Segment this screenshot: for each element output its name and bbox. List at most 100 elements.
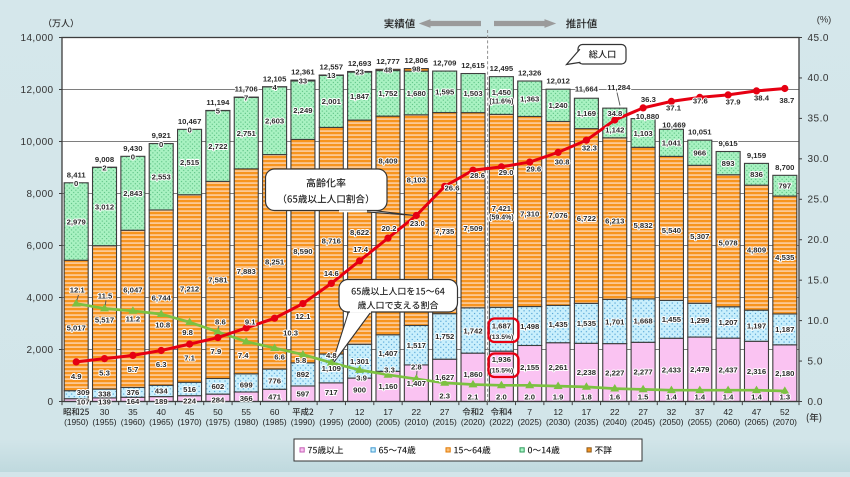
svg-text:776: 776 bbox=[268, 377, 281, 386]
svg-text:7,076: 7,076 bbox=[548, 211, 567, 220]
svg-text:1,535: 1,535 bbox=[577, 319, 597, 328]
svg-text:30.8: 30.8 bbox=[555, 157, 571, 166]
svg-text:(1975): (1975) bbox=[206, 417, 230, 427]
svg-text:2,603: 2,603 bbox=[265, 117, 284, 126]
svg-text:1,301: 1,301 bbox=[350, 357, 370, 366]
svg-text:1.9: 1.9 bbox=[553, 392, 564, 401]
svg-text:1,680: 1,680 bbox=[407, 89, 426, 98]
svg-text:5.8: 5.8 bbox=[296, 356, 307, 365]
svg-text:12,012: 12,012 bbox=[546, 77, 570, 86]
svg-text:(2025): (2025) bbox=[518, 417, 542, 427]
svg-text:11,284: 11,284 bbox=[607, 83, 631, 92]
svg-text:2,000: 2,000 bbox=[26, 345, 53, 356]
svg-text:(2040): (2040) bbox=[603, 417, 627, 427]
svg-text:1,109: 1,109 bbox=[322, 364, 341, 373]
svg-text:2.3: 2.3 bbox=[439, 391, 450, 400]
svg-text:0: 0 bbox=[48, 397, 54, 408]
svg-text:14,000: 14,000 bbox=[21, 33, 54, 44]
svg-text:1.4: 1.4 bbox=[666, 392, 677, 401]
svg-text:309: 309 bbox=[77, 388, 90, 397]
svg-text:(11.6%): (11.6%) bbox=[489, 99, 513, 106]
svg-text:38.4: 38.4 bbox=[754, 93, 770, 102]
svg-text:37: 37 bbox=[695, 407, 705, 417]
svg-text:4.8: 4.8 bbox=[326, 351, 337, 360]
svg-text:(1955): (1955) bbox=[92, 417, 116, 427]
svg-text:25.0: 25.0 bbox=[808, 195, 829, 206]
svg-text:1,455: 1,455 bbox=[662, 315, 682, 324]
svg-text:(59.4%): (59.4%) bbox=[489, 215, 514, 222]
svg-text:2,277: 2,277 bbox=[633, 368, 652, 377]
svg-text:284: 284 bbox=[211, 396, 225, 405]
svg-text:2,479: 2,479 bbox=[690, 365, 709, 374]
svg-text:12,709: 12,709 bbox=[433, 59, 457, 68]
svg-text:9,615: 9,615 bbox=[718, 139, 738, 148]
svg-text:15.0: 15.0 bbox=[808, 276, 829, 287]
svg-text:(2035): (2035) bbox=[574, 417, 598, 427]
svg-text:(2015): (2015) bbox=[433, 417, 457, 427]
svg-text:6,000: 6,000 bbox=[26, 241, 53, 252]
svg-text:12,557: 12,557 bbox=[320, 63, 344, 72]
svg-text:224: 224 bbox=[183, 396, 197, 405]
svg-text:4.9: 4.9 bbox=[71, 372, 82, 381]
svg-text:22: 22 bbox=[412, 407, 422, 417]
svg-text:(15.5%): (15.5%) bbox=[489, 368, 513, 375]
svg-text:1.4: 1.4 bbox=[751, 392, 762, 401]
svg-text:1,752: 1,752 bbox=[435, 332, 454, 341]
svg-text:7,735: 7,735 bbox=[435, 227, 455, 236]
svg-text:1,742: 1,742 bbox=[463, 326, 482, 335]
svg-text:(1985): (1985) bbox=[262, 417, 286, 427]
svg-text:20.0: 20.0 bbox=[808, 235, 829, 246]
svg-text:55: 55 bbox=[241, 407, 251, 417]
svg-text:10.0: 10.0 bbox=[808, 316, 829, 327]
svg-text:7,212: 7,212 bbox=[180, 284, 199, 293]
svg-text:4,000: 4,000 bbox=[26, 293, 53, 304]
svg-text:2.0: 2.0 bbox=[496, 392, 507, 401]
svg-text:1,860: 1,860 bbox=[463, 370, 482, 379]
svg-text:(2070): (2070) bbox=[773, 417, 797, 427]
svg-text:5,832: 5,832 bbox=[633, 221, 652, 230]
svg-text:(2030): (2030) bbox=[546, 417, 570, 427]
svg-text:1,627: 1,627 bbox=[435, 373, 454, 382]
svg-text:7: 7 bbox=[244, 93, 248, 102]
svg-text:10.8: 10.8 bbox=[155, 320, 171, 329]
svg-text:8,103: 8,103 bbox=[407, 176, 426, 185]
svg-text:5,540: 5,540 bbox=[662, 226, 681, 235]
svg-text:139: 139 bbox=[98, 398, 111, 407]
svg-text:(13.5%): (13.5%) bbox=[489, 334, 513, 341]
svg-text:6,744: 6,744 bbox=[152, 293, 172, 302]
svg-text:5,307: 5,307 bbox=[690, 232, 709, 241]
svg-text:11,664: 11,664 bbox=[575, 85, 599, 94]
svg-text:1,503: 1,503 bbox=[463, 89, 482, 98]
svg-text:2,261: 2,261 bbox=[548, 363, 568, 372]
svg-text:32.3: 32.3 bbox=[582, 144, 597, 153]
svg-text:6,213: 6,213 bbox=[605, 216, 624, 225]
svg-text:836: 836 bbox=[750, 170, 763, 179]
svg-text:7: 7 bbox=[329, 407, 334, 417]
svg-text:38.7: 38.7 bbox=[779, 96, 794, 105]
svg-text:9,430: 9,430 bbox=[123, 144, 142, 153]
svg-text:9,921: 9,921 bbox=[152, 131, 172, 140]
svg-text:9.1: 9.1 bbox=[245, 317, 256, 326]
svg-text:699: 699 bbox=[240, 380, 253, 389]
svg-text:8,000: 8,000 bbox=[26, 189, 53, 200]
svg-text:12,806: 12,806 bbox=[405, 56, 429, 65]
svg-text:107: 107 bbox=[77, 397, 90, 406]
svg-text:1.8: 1.8 bbox=[581, 392, 592, 401]
svg-text:1,197: 1,197 bbox=[747, 322, 766, 331]
svg-text:7.1: 7.1 bbox=[184, 353, 195, 362]
svg-text:(%): (%) bbox=[817, 15, 831, 25]
svg-text:797: 797 bbox=[778, 182, 791, 191]
svg-text:893: 893 bbox=[722, 159, 735, 168]
svg-text:1,435: 1,435 bbox=[548, 320, 568, 329]
svg-text:5.0: 5.0 bbox=[808, 356, 823, 367]
svg-text:29.6: 29.6 bbox=[526, 165, 541, 174]
svg-text:42: 42 bbox=[723, 407, 733, 417]
svg-text:(1995): (1995) bbox=[319, 417, 343, 427]
svg-text:434: 434 bbox=[155, 387, 169, 396]
svg-text:2.1: 2.1 bbox=[468, 393, 479, 402]
svg-text:10,000: 10,000 bbox=[21, 137, 54, 148]
svg-text:8.6: 8.6 bbox=[215, 317, 226, 326]
svg-text:5: 5 bbox=[216, 107, 221, 116]
svg-text:471: 471 bbox=[268, 393, 282, 402]
svg-text:33: 33 bbox=[299, 76, 308, 85]
